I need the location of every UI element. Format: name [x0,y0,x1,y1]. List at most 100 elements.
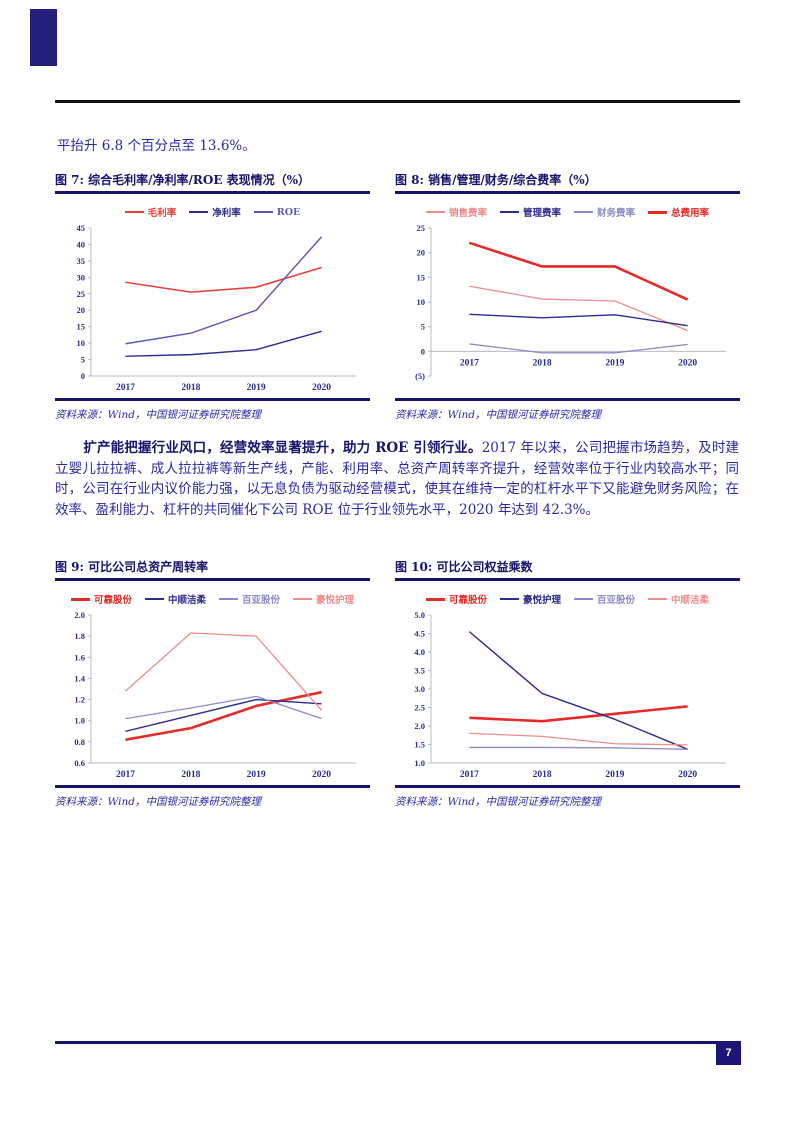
x-tick-label: 2017 [460,770,479,780]
series-line-百亚股份 [469,746,688,750]
x-tick-label: 2018 [181,383,200,393]
y-tick-label: 20 [417,248,426,258]
legend-label: 豪悦护理 [316,595,355,606]
figure-8-bottom-rule [395,398,740,401]
figure-7-bottom-rule [55,398,370,401]
x-tick-label: 2020 [312,383,331,393]
y-tick-label: (5) [415,371,425,381]
series-line-销售费率 [469,285,688,332]
legend-item: 财务费率 [574,205,635,219]
x-tick-label: 2020 [312,770,331,780]
body-paragraph-lead: 扩产能把握行业风口，经营效率显著提升，助力 ROE 引领行业。 [83,440,482,456]
figure-9: 图 9: 可比公司总资产周转率 可靠股份 中顺洁柔 百亚股份 豪悦护理 0.6 0.8 1… [55,557,370,809]
figure-9-title-rule [55,578,370,581]
y-tick-label: 5 [421,322,425,332]
y-tick-label: 40 [77,239,86,249]
legend-line-swatch [425,597,445,601]
legend-item: 可靠股份 [425,592,487,606]
x-tick-label: 2020 [678,770,697,780]
series-line-百亚股份 [125,695,322,720]
y-tick-label: 1.5 [414,740,425,750]
figure-8-chart: (5) 0 5 10 15 20 25 2017 2018 2019 2020 [395,221,740,396]
legend-label: 毛利率 [147,208,177,219]
legend-label: 可靠股份 [448,595,487,606]
series-line-净利率 [125,330,322,357]
y-tick-label: 35 [77,256,86,266]
legend-label: 管理费率 [522,208,561,219]
legend-label: 百亚股份 [597,595,636,606]
y-tick-label: 3.0 [414,684,425,694]
legend-item: 管理费率 [499,205,561,219]
legend-line-swatch [574,211,593,213]
legend-line-swatch [219,598,238,600]
legend-label: ROE [276,206,301,218]
x-tick-label: 2019 [247,383,266,393]
y-tick-label: 10 [417,297,426,307]
x-tick-label: 2017 [460,358,479,368]
y-tick-label: 1.6 [74,652,85,662]
y-tick-label: 1.4 [74,673,85,683]
series-line-豪悦护理 [468,631,688,750]
y-tick-label: 1.2 [74,695,85,705]
y-tick-label: 5 [81,355,85,365]
figure-7-title: 图 7: 综合毛利率/净利率/ROE 表现情况（%） [55,173,311,187]
legend-line-swatch [648,210,668,214]
legend-item: 豪悦护理 [499,592,561,606]
figure-row-2: 图 9: 可比公司总资产周转率 可靠股份 中顺洁柔 百亚股份 豪悦护理 0.6 0.8 1… [55,557,740,809]
header-rule [55,100,740,103]
legend-line-swatch [189,211,209,213]
figure-7-source: 资料来源：Wind，中国银河证券研究院整理 [55,409,261,421]
figure-10: 图 10: 可比公司权益乘数 可靠股份 豪悦护理 百亚股份 中顺洁柔 1.0 1.5 2.… [395,557,740,809]
intro-text: 平抬升 6.8 个百分点至 13.6%。 [57,138,256,154]
figure-row-1: 图 7: 综合毛利率/净利率/ROE 表现情况（%） 毛利率 净利率 ROE 0 5 1… [55,170,740,422]
legend-label: 总费用率 [671,208,710,219]
body-paragraph-rest: 2017 年以来，公司把握市场趋势，及时建立婴儿拉拉裤、成人拉拉裤等新生产线，产… [55,440,739,518]
figure-10-source: 资料来源：Wind，中国银河证券研究院整理 [395,796,601,808]
legend-label: 净利率 [212,208,241,219]
figure-10-legend: 可靠股份 豪悦护理 百亚股份 中顺洁柔 [395,590,740,608]
legend-item: 中顺洁柔 [648,592,709,606]
series-line-可靠股份 [469,705,688,723]
x-tick-label: 2017 [116,770,135,780]
legend-item: 中顺洁柔 [144,592,206,606]
figure-9-source: 资料来源：Wind，中国银河证券研究院整理 [55,796,261,808]
y-tick-label: 1.0 [414,758,425,768]
chart-canvas: 1.0 1.5 2.0 2.5 3.0 3.5 4.0 4.5 5.0 2017 2018 2019 2… [414,610,726,780]
legend-label: 财务费率 [597,208,636,219]
x-tick-label: 2018 [181,770,200,780]
figure-7-legend: 毛利率 净利率 ROE [55,203,370,221]
x-tick-label: 2019 [605,770,624,780]
body-paragraph: 扩产能把握行业风口，经营效率显著提升，助力 ROE 引领行业。2017 年以来，… [55,438,739,520]
figure-10-bottom-rule [395,785,740,788]
series-line-中顺洁柔 [469,732,688,746]
series-line-豪悦护理 [125,632,323,711]
y-tick-label: 30 [77,272,86,282]
x-tick-label: 2020 [678,358,697,368]
figure-10-title-rule [395,578,740,581]
figure-7-chart: 0 5 10 15 20 25 30 35 40 45 2017 2018 2019 2020 [55,221,370,396]
legend-item: 销售费率 [425,205,487,219]
legend-line-swatch [648,598,668,600]
series-line-毛利率 [125,266,322,293]
y-tick-label: 2.0 [74,610,85,620]
y-tick-label: 15 [77,322,86,332]
figure-10-chart: 1.0 1.5 2.0 2.5 3.0 3.5 4.0 4.5 5.0 2017 2018 2019 2… [395,608,740,783]
y-tick-label: 5.0 [414,610,425,620]
figure-9-title: 图 9: 可比公司总资产周转率 [55,560,209,574]
legend-item: 百亚股份 [219,592,280,606]
figure-9-chart: 0.6 0.8 1.0 1.2 1.4 1.6 1.8 2.0 2017 2018 2019 2020 [55,608,370,783]
x-tick-label: 2019 [247,770,266,780]
legend-label: 中顺洁柔 [167,595,206,606]
y-tick-label: 25 [77,289,86,299]
x-tick-label: 2018 [533,770,552,780]
figure-8-source: 资料来源：Wind，中国银河证券研究院整理 [395,409,601,421]
x-tick-label: 2018 [533,358,552,368]
chart-canvas: 0.6 0.8 1.0 1.2 1.4 1.6 1.8 2.0 2017 2018 2019 2020 [74,610,356,780]
x-tick-label: 2019 [605,358,624,368]
y-tick-label: 2.0 [414,721,425,731]
publisher-logo-block [30,9,57,66]
figure-8-title-rule [395,191,740,194]
legend-line-swatch [425,211,445,213]
y-tick-label: 4.0 [414,647,425,657]
